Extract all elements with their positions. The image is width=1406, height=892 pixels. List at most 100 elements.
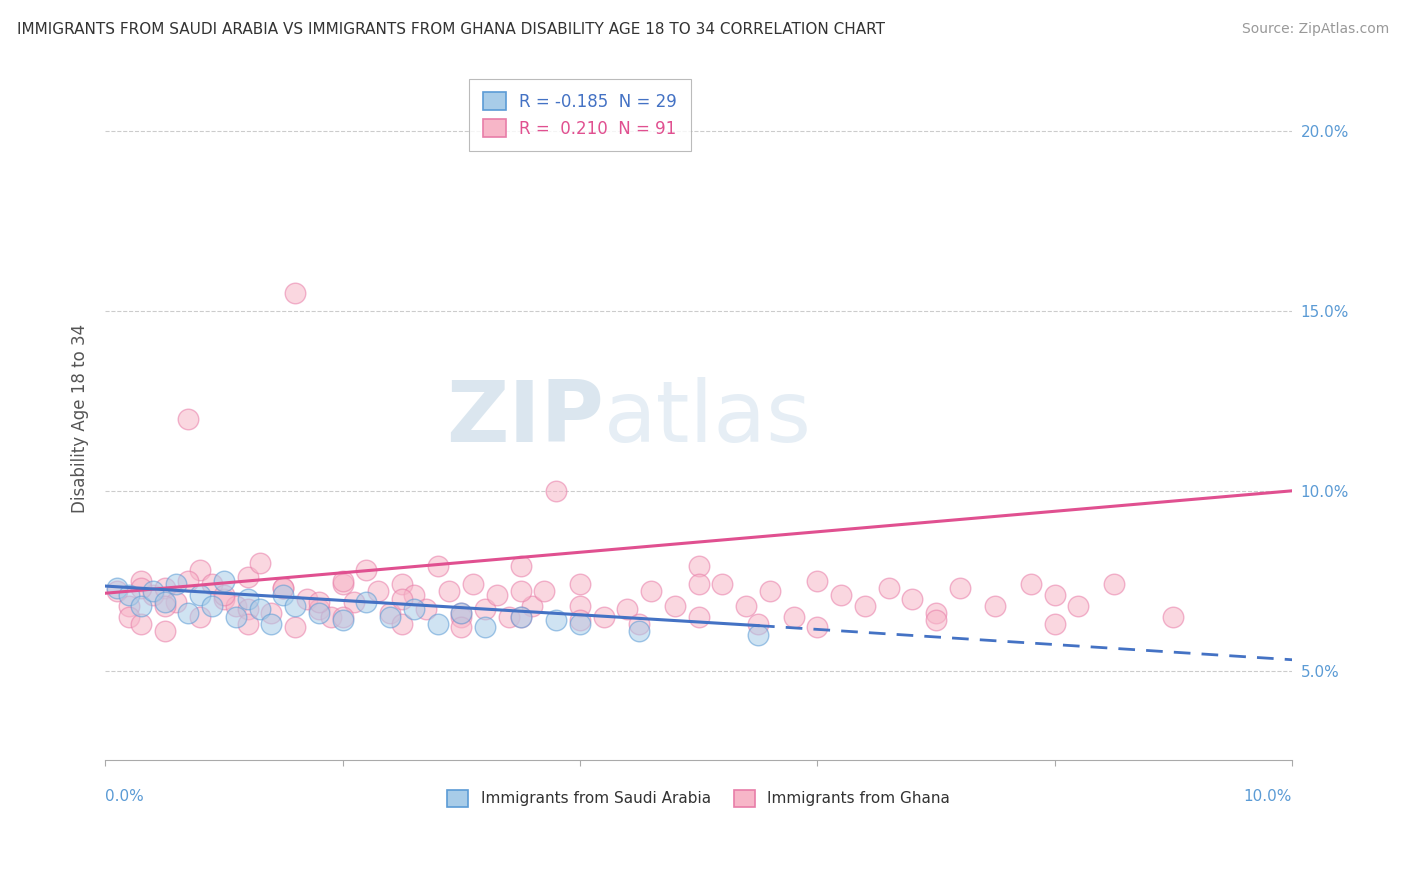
Point	[664, 599, 686, 613]
Point	[984, 599, 1007, 613]
Point	[271, 588, 294, 602]
Point	[142, 588, 165, 602]
Point	[129, 574, 152, 588]
Y-axis label: Disability Age 18 to 34: Disability Age 18 to 34	[72, 325, 89, 514]
Point	[628, 616, 651, 631]
Point	[118, 599, 141, 613]
Point	[378, 606, 401, 620]
Point	[925, 606, 948, 620]
Point	[153, 624, 176, 638]
Point	[356, 563, 378, 577]
Point	[628, 624, 651, 638]
Point	[367, 584, 389, 599]
Point	[225, 599, 247, 613]
Point	[142, 584, 165, 599]
Point	[485, 588, 508, 602]
Point	[236, 602, 259, 616]
Point	[177, 606, 200, 620]
Text: ZIP: ZIP	[446, 377, 603, 460]
Point	[212, 588, 235, 602]
Point	[332, 613, 354, 627]
Point	[295, 591, 318, 606]
Point	[450, 609, 472, 624]
Point	[212, 591, 235, 606]
Point	[450, 606, 472, 620]
Point	[271, 581, 294, 595]
Point	[153, 599, 176, 613]
Point	[546, 613, 568, 627]
Point	[450, 620, 472, 634]
Point	[568, 577, 591, 591]
Point	[402, 602, 425, 616]
Point	[1102, 577, 1125, 591]
Point	[153, 595, 176, 609]
Point	[118, 588, 141, 602]
Point	[747, 627, 769, 641]
Point	[426, 559, 449, 574]
Point	[877, 581, 900, 595]
Point	[118, 609, 141, 624]
Point	[308, 606, 330, 620]
Point	[356, 595, 378, 609]
Point	[782, 609, 804, 624]
Text: IMMIGRANTS FROM SAUDI ARABIA VS IMMIGRANTS FROM GHANA DISABILITY AGE 18 TO 34 CO: IMMIGRANTS FROM SAUDI ARABIA VS IMMIGRAN…	[17, 22, 884, 37]
Point	[332, 574, 354, 588]
Point	[509, 584, 531, 599]
Point	[236, 591, 259, 606]
Point	[747, 616, 769, 631]
Point	[165, 595, 187, 609]
Point	[236, 570, 259, 584]
Point	[153, 581, 176, 595]
Point	[1043, 616, 1066, 631]
Point	[1019, 577, 1042, 591]
Point	[806, 574, 828, 588]
Point	[901, 591, 924, 606]
Point	[105, 581, 128, 595]
Point	[568, 599, 591, 613]
Point	[188, 563, 211, 577]
Point	[332, 609, 354, 624]
Text: atlas: atlas	[603, 377, 811, 460]
Point	[509, 609, 531, 624]
Point	[236, 616, 259, 631]
Point	[439, 584, 461, 599]
Point	[925, 613, 948, 627]
Point	[806, 620, 828, 634]
Point	[201, 577, 224, 591]
Point	[391, 591, 413, 606]
Point	[474, 620, 496, 634]
Point	[853, 599, 876, 613]
Point	[332, 577, 354, 591]
Point	[711, 577, 734, 591]
Point	[426, 616, 449, 631]
Point	[688, 609, 710, 624]
Point	[533, 584, 555, 599]
Point	[378, 609, 401, 624]
Point	[319, 609, 342, 624]
Point	[949, 581, 972, 595]
Point	[225, 609, 247, 624]
Point	[129, 581, 152, 595]
Point	[509, 559, 531, 574]
Point	[509, 609, 531, 624]
Point	[165, 577, 187, 591]
Point	[284, 286, 307, 301]
Point	[129, 616, 152, 631]
Point	[568, 616, 591, 631]
Point	[463, 577, 485, 591]
Point	[105, 584, 128, 599]
Point	[568, 613, 591, 627]
Text: Source: ZipAtlas.com: Source: ZipAtlas.com	[1241, 22, 1389, 37]
Point	[546, 483, 568, 498]
Point	[249, 602, 271, 616]
Point	[759, 584, 782, 599]
Point	[260, 606, 283, 620]
Point	[688, 577, 710, 591]
Point	[735, 599, 758, 613]
Point	[188, 588, 211, 602]
Point	[271, 581, 294, 595]
Point	[201, 599, 224, 613]
Point	[402, 588, 425, 602]
Point	[522, 599, 544, 613]
Point	[498, 609, 520, 624]
